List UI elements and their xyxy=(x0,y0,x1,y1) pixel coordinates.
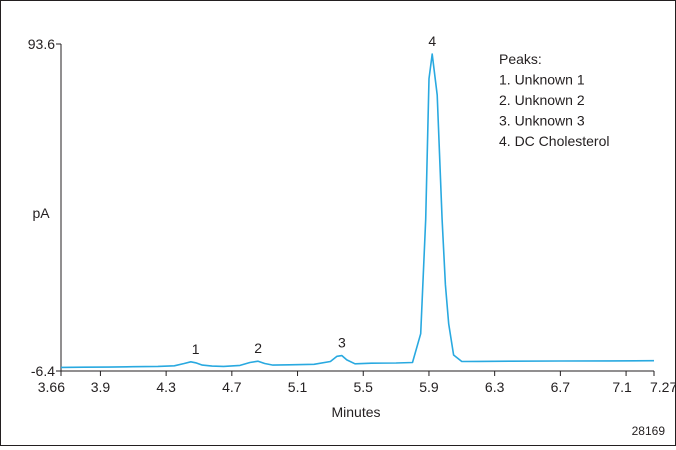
legend: Peaks: 1. Unknown 1 2. Unknown 2 3. Unknow… xyxy=(499,51,610,149)
x-tick-label: 5.1 xyxy=(288,379,308,395)
peak-label-1: 1 xyxy=(192,341,200,357)
x-axis-title: Minutes xyxy=(331,404,380,420)
peak-label-3: 3 xyxy=(338,335,346,351)
x-tick-label: 3.9 xyxy=(91,379,111,395)
x-tick-label: 5.5 xyxy=(354,379,374,395)
x-tick-label: 7.27 xyxy=(650,379,675,395)
x-tick-label: 4.3 xyxy=(156,379,176,395)
legend-item: 1. Unknown 1 xyxy=(499,72,585,88)
y-ticks: 93.6 -6.4 xyxy=(28,36,61,379)
x-tick-label: 7.1 xyxy=(612,379,632,395)
peak-labels: 1 2 3 4 xyxy=(192,33,437,357)
x-tick-label: 3.66 xyxy=(38,379,65,395)
legend-item: 3. Unknown 3 xyxy=(499,113,585,129)
x-tick-label: 6.3 xyxy=(485,379,505,395)
peak-label-4: 4 xyxy=(428,33,436,49)
y-tick-label: 93.6 xyxy=(28,36,55,52)
legend-item: 4. DC Cholesterol xyxy=(499,133,610,149)
legend-item: 2. Unknown 2 xyxy=(499,92,585,108)
figure-code: 28169 xyxy=(632,424,666,438)
x-tick-label: 4.7 xyxy=(222,379,242,395)
axes xyxy=(60,44,654,372)
x-tick-label: 5.9 xyxy=(419,379,439,395)
legend-items: 1. Unknown 1 2. Unknown 2 3. Unknown 3 4. D… xyxy=(499,72,610,150)
chromatogram-trace xyxy=(60,53,655,369)
peak-label-2: 2 xyxy=(254,340,262,356)
x-tick-label: 6.7 xyxy=(551,379,571,395)
y-tick-label: -6.4 xyxy=(31,363,55,379)
y-axis-title: pA xyxy=(32,205,50,221)
legend-title: Peaks: xyxy=(499,51,542,67)
x-ticks: 3.66 3.9 4.3 4.7 5.1 5.5 5.9 6.3 6.7 7.1 7.27 xyxy=(38,371,676,395)
